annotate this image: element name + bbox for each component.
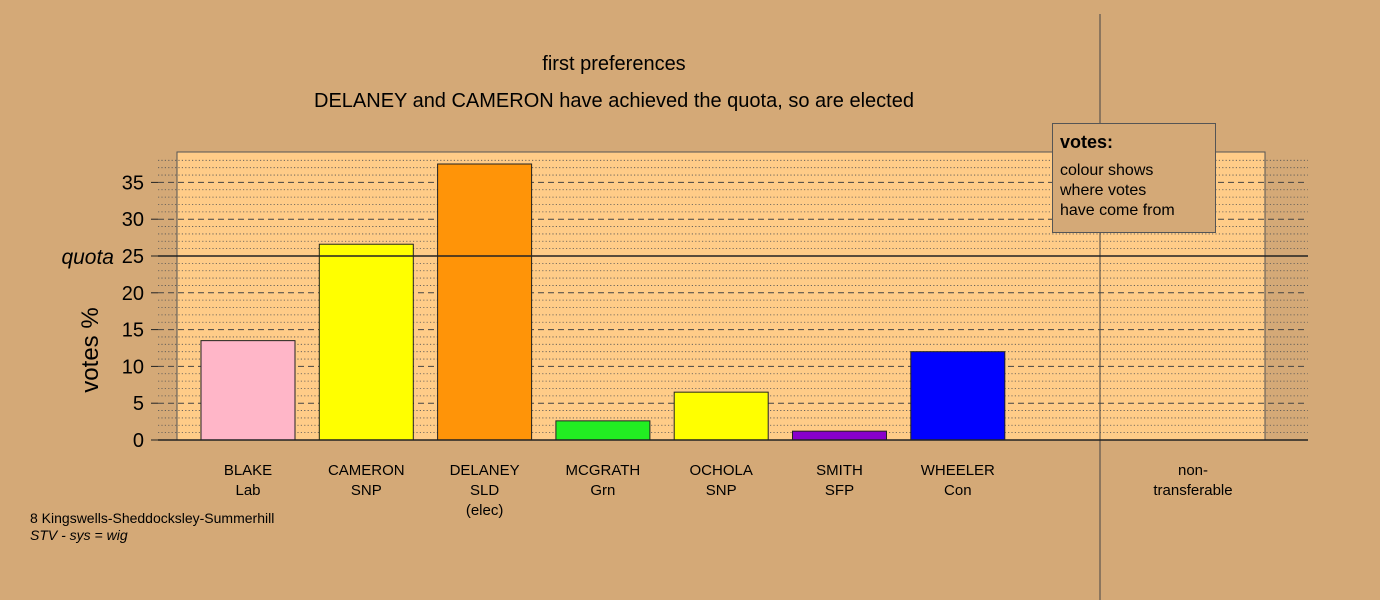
y-tick-label: 25 (122, 246, 144, 268)
legend-line: have come from (1060, 202, 1175, 219)
party-label: SFP (824, 482, 855, 499)
legend-title: votes: (1060, 132, 1114, 152)
non-transferable-label: non- (1177, 462, 1209, 479)
legend-line: where votes (1060, 182, 1147, 199)
bar-mcgrath (555, 420, 651, 441)
legend-line: colour shows (1060, 162, 1154, 179)
quota-label: quota (61, 246, 114, 269)
candidate-name-label: BLAKE (223, 462, 273, 479)
y-tick-label: 35 (122, 172, 144, 194)
legend-box: votes: colour shows where votes have com… (1052, 123, 1216, 233)
candidate-name-label: DELANEY (449, 462, 520, 479)
party-label: SNP (350, 482, 382, 499)
bar-smith (792, 430, 887, 441)
y-axis-title: votes % (77, 307, 104, 392)
elected-note-label: (elec) (465, 502, 504, 519)
party-label: Con (944, 482, 972, 499)
non-transferable-label: transferable (1153, 482, 1233, 499)
bar-ochola (673, 391, 769, 441)
bar-blake (200, 340, 296, 441)
candidate-name-label: CAMERON (327, 462, 405, 479)
candidate-name-label: MCGRATH (565, 462, 641, 479)
constituency-label: 8 Kingswells-Sheddocksley-Summerhill (30, 510, 275, 526)
chart-subtitle: DELANEY and CAMERON have achieved the qu… (314, 90, 914, 112)
candidate-name-label: SMITH (816, 462, 863, 479)
bar-delaney (437, 163, 533, 441)
bar-cameron (318, 243, 414, 441)
y-tick-label: 0 (133, 430, 144, 452)
chart-title: first preferences (542, 53, 686, 75)
party-label: Lab (235, 482, 261, 499)
y-tick-label: 20 (122, 283, 144, 305)
y-tick-label: 15 (122, 320, 144, 342)
candidate-name-label: WHEELER (920, 462, 995, 479)
y-tick-label: 5 (133, 393, 144, 415)
party-label: Grn (590, 482, 616, 499)
bar-wheeler (910, 351, 1006, 441)
party-label: SNP (705, 482, 737, 499)
y-tick-label: 30 (122, 209, 144, 231)
party-label: SLD (470, 482, 500, 499)
system-label: STV - sys = wig (30, 527, 128, 543)
y-tick-label: 10 (122, 356, 144, 378)
candidate-name-label: OCHOLA (689, 462, 753, 479)
